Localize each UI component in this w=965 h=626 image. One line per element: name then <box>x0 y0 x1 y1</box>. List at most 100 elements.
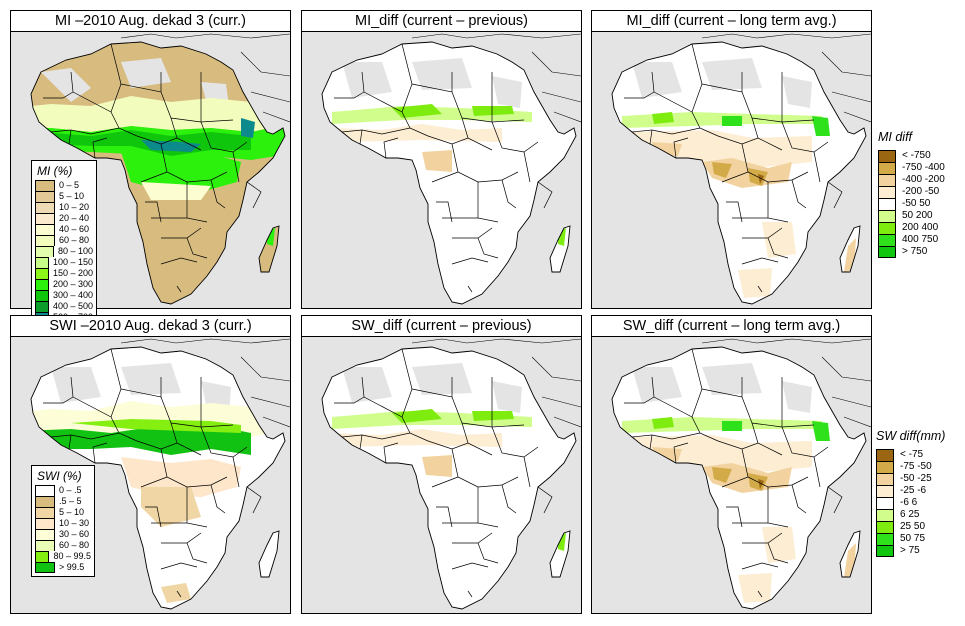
legend-item: 25 50 <box>876 521 945 533</box>
country-border <box>200 426 248 458</box>
legend-item: 80 – 99.5 <box>35 551 91 562</box>
data-zone <box>738 268 772 298</box>
country-border <box>334 71 365 99</box>
panel-title: SW_diff (current – previous) <box>301 315 582 337</box>
map-canvas <box>611 338 871 610</box>
country-border <box>145 201 162 223</box>
data-zone <box>392 104 442 118</box>
legend-swatch <box>878 162 896 174</box>
legend-item: 0 – 5 <box>35 180 93 191</box>
map-africa-mi-diff-long-term <box>591 31 872 309</box>
country-border <box>246 181 262 209</box>
data-zone <box>141 140 201 152</box>
country-border <box>741 562 779 570</box>
legend-item: < -750 <box>878 150 945 162</box>
country-border <box>176 590 182 598</box>
legend-swatch <box>878 222 896 234</box>
legend-item: < -75 <box>876 449 945 461</box>
legend-swatch <box>876 509 894 521</box>
legend-label: -25 -6 <box>900 485 927 496</box>
coastline-middle-east <box>411 33 581 123</box>
country-border <box>68 434 72 450</box>
country-border <box>68 129 72 145</box>
legend-swatch <box>876 521 894 533</box>
country-border <box>537 486 553 514</box>
data-zone <box>241 118 255 138</box>
data-zone <box>422 150 452 172</box>
country-border <box>359 434 363 450</box>
legend-item: 40 – 60 <box>35 224 93 235</box>
legend-item: 60 – 80 <box>35 235 93 246</box>
country-border <box>359 129 363 145</box>
country-border <box>92 137 108 159</box>
country-border <box>767 237 789 259</box>
legend-swatch <box>878 246 896 258</box>
country-border <box>477 542 499 564</box>
legend-swatch <box>878 234 896 246</box>
country-border <box>186 542 208 564</box>
country-border <box>827 486 843 514</box>
legend-label: -75 -50 <box>900 461 932 472</box>
africa-land <box>322 42 576 304</box>
legend-label: 20 – 40 <box>59 213 90 223</box>
legend-label: 100 – 150 <box>52 257 93 267</box>
legend-swatch <box>35 290 49 301</box>
data-zone <box>121 58 171 88</box>
legend-label: 50 75 <box>900 533 926 544</box>
data-zone <box>161 583 191 603</box>
legend-item: -50 50 <box>878 198 945 210</box>
country-border <box>501 484 517 514</box>
legend-label: 200 – 300 <box>52 279 93 289</box>
legend-label: -50 -25 <box>900 473 932 484</box>
coastline-africa <box>611 346 867 610</box>
coastline-middle-east <box>411 338 581 428</box>
legend-item: -50 -25 <box>876 473 945 485</box>
country-border <box>649 434 653 450</box>
legend-swatch <box>35 529 55 540</box>
country-border <box>232 456 240 488</box>
data-zone <box>342 62 392 98</box>
legend-swatch <box>876 497 894 509</box>
coastline-africa <box>611 41 867 305</box>
legend-swatch <box>35 551 50 562</box>
panel-title: MI_diff (current – long term avg.) <box>591 10 872 32</box>
country-border <box>827 181 843 209</box>
legend-item: 60 – 80 <box>35 540 91 551</box>
data-zone <box>652 417 674 429</box>
legend-label: 150 – 200 <box>52 268 93 278</box>
legend-item: 5 – 10 <box>35 507 91 518</box>
data-zone <box>632 130 812 168</box>
legend-swatch <box>876 461 894 473</box>
country-border <box>436 506 453 528</box>
legend-item: 200 400 <box>878 222 945 234</box>
coastline-africa <box>321 41 577 305</box>
country-border <box>791 179 807 209</box>
legend-label: 60 – 80 <box>59 235 90 245</box>
country-border <box>467 285 473 293</box>
legend-swatch <box>35 235 55 246</box>
legend-label: 80 – 100 <box>57 246 93 256</box>
data-zone <box>712 467 732 483</box>
data-zone <box>652 142 682 156</box>
country-border <box>160 562 198 570</box>
legend-item: -400 -200 <box>878 174 945 186</box>
coastline-madagascar <box>839 530 861 578</box>
country-border <box>813 151 821 183</box>
africa-land <box>612 347 866 609</box>
legend-item: 50 75 <box>876 533 945 545</box>
country-border <box>436 201 453 223</box>
data-zone <box>712 162 732 178</box>
legend-swatch <box>35 496 55 507</box>
legend-swatch <box>35 202 55 213</box>
country-border <box>491 121 539 153</box>
data-zone <box>412 363 472 395</box>
legend-swatch <box>35 507 55 518</box>
country-border <box>813 456 821 488</box>
country-border <box>717 440 783 456</box>
legend-swatch <box>35 485 55 496</box>
legend-label: 400 – 500 <box>52 301 93 311</box>
country-border <box>477 237 499 259</box>
country-border <box>427 440 493 456</box>
country-border <box>50 127 138 137</box>
legend-swatch <box>35 301 49 312</box>
